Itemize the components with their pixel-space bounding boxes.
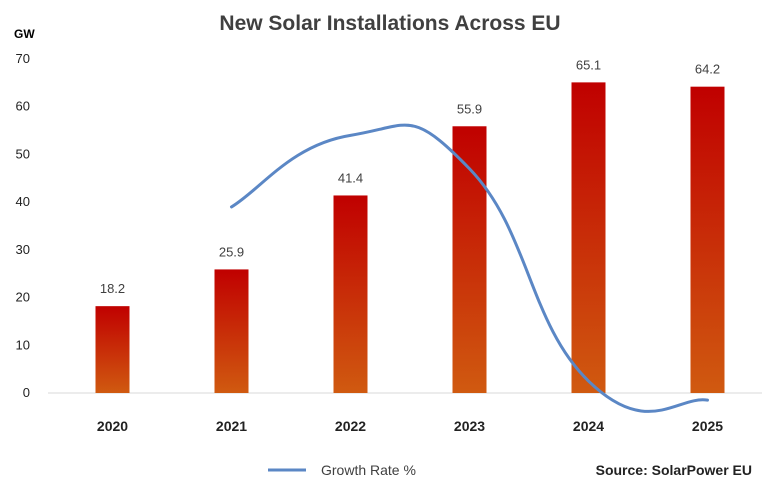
x-axis: 2020 2021 2022 2023 2024 2025 <box>97 418 723 434</box>
data-label: 55.9 <box>457 101 482 116</box>
y-axis: 0 10 20 30 40 50 60 70 <box>16 51 30 400</box>
bars <box>95 82 725 393</box>
y-tick-label: 0 <box>23 385 30 400</box>
bar <box>452 126 487 393</box>
data-label: 64.2 <box>695 62 720 77</box>
source-note: Source: SolarPower EU <box>596 462 752 478</box>
x-tick-label: 2023 <box>454 418 485 434</box>
data-labels: 18.2 25.9 41.4 55.9 65.1 64.2 <box>100 57 720 296</box>
bar <box>214 269 249 393</box>
bar <box>95 306 130 393</box>
x-tick-label: 2024 <box>573 418 604 434</box>
bar <box>571 82 606 393</box>
data-label: 25.9 <box>219 244 244 259</box>
y-axis-unit-label: GW <box>14 27 35 41</box>
x-tick-label: 2025 <box>692 418 723 434</box>
growth-rate-line <box>230 123 709 413</box>
y-tick-label: 70 <box>16 51 30 66</box>
data-label: 65.1 <box>576 57 601 72</box>
y-tick-label: 10 <box>16 337 30 352</box>
y-tick-label: 40 <box>16 194 30 209</box>
bar <box>690 86 725 393</box>
y-tick-label: 30 <box>16 242 30 257</box>
legend-label: Growth Rate % <box>321 462 416 478</box>
bar <box>333 195 368 393</box>
x-tick-label: 2021 <box>216 418 247 434</box>
y-tick-label: 50 <box>16 146 30 161</box>
growth-rate-series <box>230 123 709 413</box>
chart-title: New Solar Installations Across EU <box>219 12 560 35</box>
data-label: 41.4 <box>338 170 363 185</box>
x-tick-label: 2020 <box>97 418 128 434</box>
legend: Growth Rate % <box>268 462 416 478</box>
y-tick-label: 20 <box>16 290 30 305</box>
data-label: 18.2 <box>100 281 125 296</box>
x-tick-label: 2022 <box>335 418 366 434</box>
y-tick-label: 60 <box>16 99 30 114</box>
